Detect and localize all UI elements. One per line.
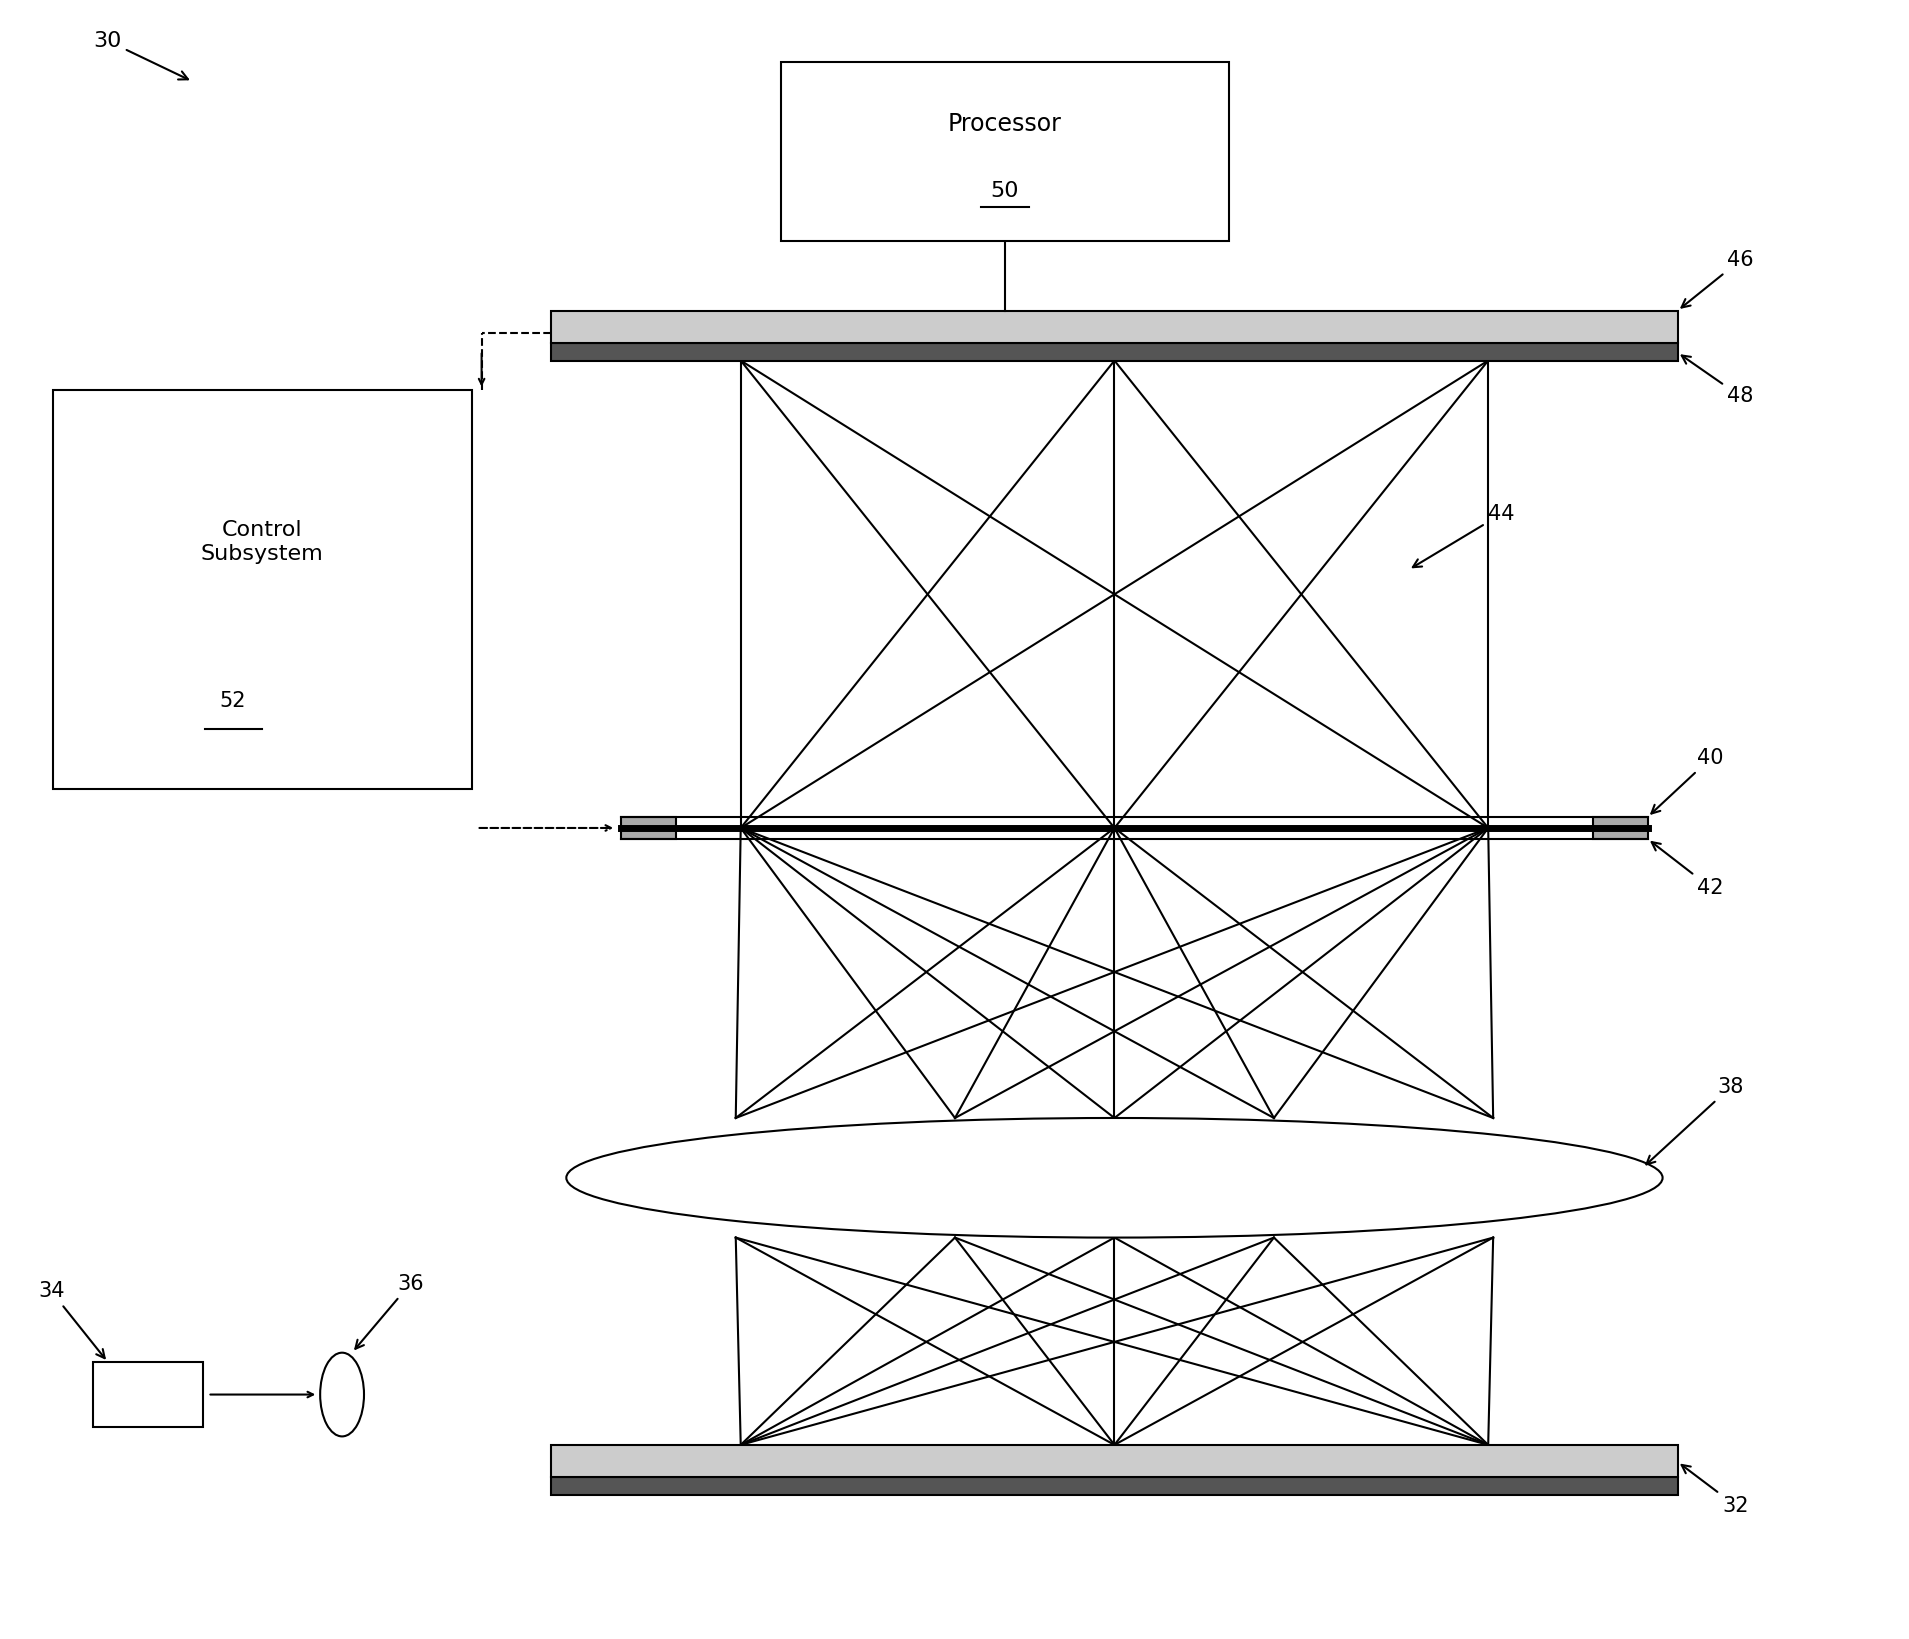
Bar [94,1362,202,1428]
Text: 36: 36 [355,1274,424,1349]
Bar [781,62,1229,241]
Text: Processor: Processor [949,113,1061,136]
Ellipse shape [567,1118,1663,1237]
Text: 52: 52 [220,692,246,711]
Bar [1592,816,1647,839]
Bar [552,1446,1678,1477]
Bar [552,1477,1678,1495]
Text: 30: 30 [94,31,187,79]
Text: 38: 38 [1646,1077,1743,1164]
Bar [53,390,472,788]
Text: 50: 50 [991,180,1019,200]
Bar [620,816,676,839]
Text: Control
Subsystem: Control Subsystem [200,520,325,564]
Bar [552,343,1678,361]
Text: 46: 46 [1682,249,1754,308]
Text: 42: 42 [1651,842,1724,898]
Text: 40: 40 [1651,747,1724,813]
Text: 34: 34 [38,1282,105,1359]
Ellipse shape [321,1352,365,1436]
Text: 44: 44 [1413,505,1514,567]
Bar [552,311,1678,343]
Text: 32: 32 [1682,1465,1749,1516]
Text: 48: 48 [1682,356,1754,406]
